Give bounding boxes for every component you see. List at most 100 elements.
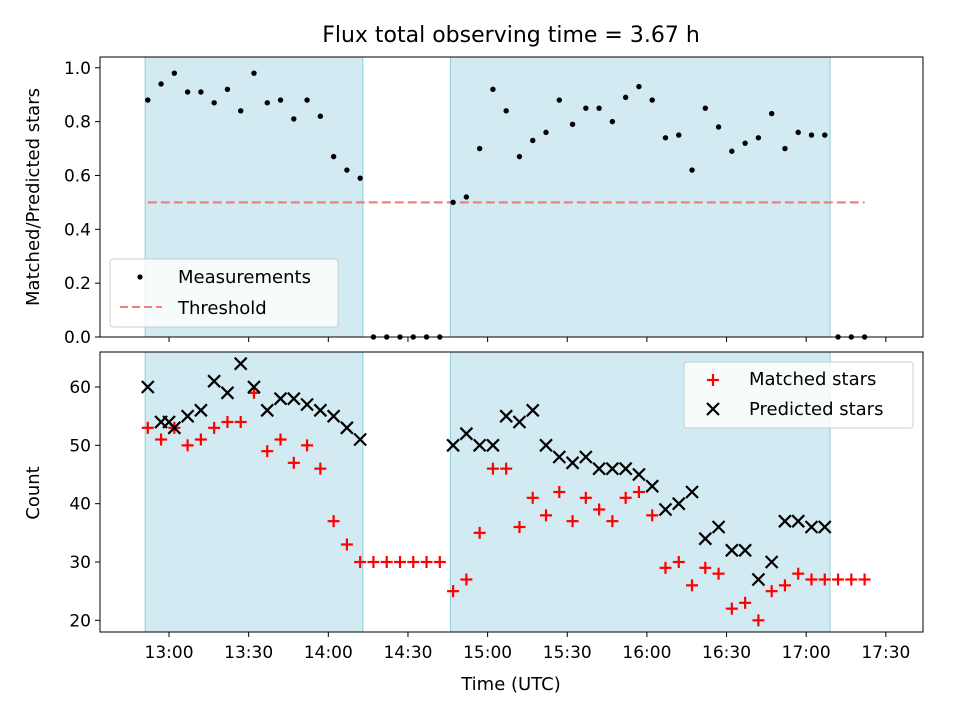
measurement-point-36 bbox=[622, 94, 629, 101]
measurement-point-43 bbox=[715, 124, 722, 130]
predicted-star-22 bbox=[499, 409, 513, 423]
measurement-point-27 bbox=[503, 108, 509, 114]
bottom-axes-frame bbox=[99, 351, 924, 633]
measurement-point-35 bbox=[609, 118, 616, 125]
legend-marker-measurements bbox=[137, 274, 143, 280]
measurement-point-40 bbox=[676, 132, 682, 138]
x-tick-label-7: 16:30 bbox=[702, 643, 751, 663]
matched-star-47 bbox=[765, 585, 778, 598]
x-tick-label-8: 17:00 bbox=[782, 643, 831, 663]
bottom-legend: Matched stars Predicted stars bbox=[683, 361, 914, 429]
matched-star-31 bbox=[553, 486, 566, 498]
predicted-star-13 bbox=[300, 397, 314, 412]
bottom-y-axis: 20 30 40 50 60 bbox=[69, 378, 100, 631]
matched-star-45 bbox=[739, 596, 752, 609]
predicted-star-14 bbox=[313, 403, 328, 418]
measurement-point-11 bbox=[291, 116, 297, 122]
measurement-point-0 bbox=[145, 97, 151, 103]
bottom-legend-box bbox=[683, 361, 914, 429]
predicted-star-8 bbox=[233, 356, 248, 371]
measurement-point-39 bbox=[662, 135, 669, 141]
predicted-star-30 bbox=[605, 461, 620, 476]
measurement-point-38 bbox=[649, 97, 655, 103]
top-legend: Measurements Threshold bbox=[109, 258, 339, 328]
predicted-star-15 bbox=[326, 409, 341, 423]
top-y-tick-label-2: 0.4 bbox=[64, 220, 91, 240]
matched-star-30 bbox=[540, 509, 553, 522]
matched-star-11 bbox=[287, 456, 300, 469]
predicted-star-33 bbox=[645, 479, 659, 493]
matched-star-29 bbox=[526, 491, 539, 504]
legend-marker-matched bbox=[707, 374, 719, 386]
matched-star-21 bbox=[420, 556, 433, 568]
matched-star-46 bbox=[752, 614, 765, 627]
predicted-star-20 bbox=[472, 438, 487, 453]
legend-label-measurements: Measurements bbox=[178, 267, 311, 288]
matched-star-13 bbox=[314, 462, 327, 475]
legend-label-matched: Matched stars bbox=[749, 369, 876, 390]
measurement-point-32 bbox=[569, 121, 576, 128]
matched-star-15 bbox=[340, 538, 353, 551]
matched-star-35 bbox=[606, 515, 619, 528]
top-y-tick-label-0: 0.0 bbox=[64, 328, 91, 348]
measurement-point-14 bbox=[330, 153, 337, 160]
measurement-point-34 bbox=[596, 105, 602, 111]
measurement-point-16 bbox=[357, 175, 363, 181]
matched-star-52 bbox=[832, 573, 845, 586]
bottom-y-tick-label-1: 30 bbox=[69, 553, 91, 573]
measurement-point-25 bbox=[476, 145, 483, 152]
matched-star-48 bbox=[778, 579, 791, 592]
top-y-tick-label-5: 1.0 bbox=[64, 59, 91, 79]
matched-star-16 bbox=[354, 556, 367, 568]
measurement-point-24 bbox=[463, 194, 470, 200]
predicted-star-10 bbox=[260, 403, 275, 418]
matched-star-22 bbox=[433, 556, 446, 568]
matched-star-44 bbox=[725, 602, 738, 615]
predicted-star-44 bbox=[791, 514, 806, 528]
x-tick-label-6: 16:00 bbox=[622, 643, 671, 663]
matched-star-27 bbox=[500, 462, 513, 475]
bottom-panel: 20 30 40 50 60 13:00 13:30 14:00 14:30 15:00 15:3… bbox=[23, 351, 924, 695]
predicted-star-26 bbox=[552, 450, 567, 464]
matched-star-53 bbox=[845, 573, 858, 586]
measurement-point-48 bbox=[782, 145, 788, 152]
predicted-stars-points bbox=[141, 356, 832, 587]
measurement-point-41 bbox=[689, 167, 695, 173]
predicted-star-38 bbox=[711, 520, 726, 534]
predicted-star-25 bbox=[539, 438, 553, 453]
matched-star-43 bbox=[712, 567, 725, 580]
top-y-axis-label: Matched/Predicted stars bbox=[23, 88, 44, 306]
measurement-point-31 bbox=[556, 97, 562, 103]
matched-star-38 bbox=[646, 509, 659, 522]
x-tick-label-1: 13:30 bbox=[224, 643, 273, 663]
top-y-tick-label-3: 0.6 bbox=[64, 166, 91, 186]
predicted-star-24 bbox=[525, 403, 540, 418]
measurement-point-7 bbox=[238, 108, 244, 114]
top-shaded-regions bbox=[144, 56, 831, 338]
top-axes-frame bbox=[99, 56, 924, 338]
predicted-star-35 bbox=[671, 496, 686, 511]
bottom-y-tick-label-2: 40 bbox=[69, 495, 91, 515]
matched-star-1 bbox=[155, 433, 168, 446]
measurement-point-46 bbox=[755, 135, 762, 141]
measurement-points bbox=[145, 70, 868, 340]
measurement-point-12 bbox=[304, 97, 310, 103]
matched-star-20 bbox=[407, 556, 420, 568]
predicted-star-42 bbox=[764, 555, 779, 569]
matched-star-25 bbox=[473, 526, 486, 539]
legend-marker-predicted bbox=[706, 402, 720, 416]
measurement-point-10 bbox=[277, 97, 284, 103]
predicted-star-16 bbox=[340, 421, 354, 435]
bottom-x-axis: 13:00 13:30 14:00 14:30 15:00 15:30 16:00 16:30… bbox=[145, 632, 910, 663]
x-tick-label-2: 14:00 bbox=[304, 643, 353, 663]
measurement-point-44 bbox=[729, 148, 735, 154]
matched-star-9 bbox=[261, 445, 274, 458]
predicted-star-4 bbox=[180, 409, 195, 423]
measurement-point-2 bbox=[171, 70, 178, 76]
measurement-point-37 bbox=[636, 83, 642, 90]
predicted-star-21 bbox=[486, 438, 500, 453]
matched-star-7 bbox=[234, 416, 247, 428]
measurement-point-1 bbox=[158, 81, 164, 87]
matched-star-34 bbox=[593, 503, 606, 516]
matched-star-24 bbox=[460, 573, 473, 586]
